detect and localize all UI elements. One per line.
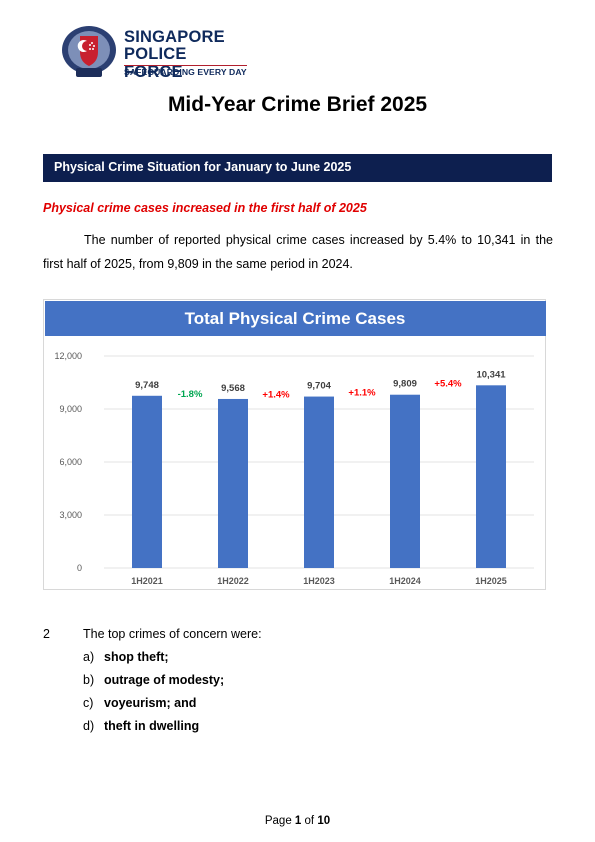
chart-bar xyxy=(218,398,248,568)
police-crest-icon xyxy=(62,26,116,77)
chart-bar xyxy=(476,385,506,568)
list-item-text: shop theft; xyxy=(104,650,169,664)
chart-data-label: 9,748 xyxy=(135,380,159,391)
list-number: 2 xyxy=(43,627,50,641)
list-item-letter: d) xyxy=(83,719,95,733)
chart-xtick-label: 1H2022 xyxy=(217,576,249,586)
footer-current-page: 1 xyxy=(294,815,302,827)
list-item-letter: b) xyxy=(83,673,95,687)
spf-logo: SINGAPORE POLICE FORCE SAFEGUARDING EVER… xyxy=(60,24,250,82)
chart-ytick-label: 0 xyxy=(77,563,82,573)
chart-xtick-label: 1H2023 xyxy=(303,576,335,586)
chart-xtick-label: 1H2024 xyxy=(389,576,421,586)
chart-change-label: +1.1% xyxy=(348,388,376,399)
section-banner: Physical Crime Situation for January to … xyxy=(43,154,552,182)
chart-svg: Total Physical Crime Cases 0 3,000 6,000 9,0… xyxy=(45,301,546,586)
section-banner-text: Physical Crime Situation for January to … xyxy=(54,160,352,174)
crime-chart: Total Physical Crime Cases 0 3,000 6,000 9,0… xyxy=(43,299,546,590)
org-name-line1: SINGAPORE xyxy=(124,28,225,46)
chart-bar xyxy=(132,395,162,568)
chart-data-label: 9,704 xyxy=(307,381,331,392)
footer-of-word: of xyxy=(304,815,315,827)
chart-ytick-label: 12,000 xyxy=(54,351,82,361)
org-name-line2: POLICE FORCE xyxy=(124,45,187,81)
body-paragraph: The number of reported physical crime ca… xyxy=(43,233,553,271)
chart-change-label: +1.4% xyxy=(262,390,290,401)
chart-title-band xyxy=(45,301,546,336)
list-item: a) shop theft; xyxy=(83,650,169,664)
chart-xtick-label: 1H2021 xyxy=(131,576,163,586)
chart-ytick-label: 9,000 xyxy=(59,404,82,414)
list-item-text: voyeurism; and xyxy=(104,696,197,710)
chart-change-label: +5.4% xyxy=(434,378,462,389)
footer-total-pages: 10 xyxy=(317,815,331,827)
chart-title: Total Physical Crime Cases xyxy=(185,309,406,328)
list-intro: The top crimes of concern were: xyxy=(83,627,262,641)
chart-change-label: -1.8% xyxy=(178,389,203,400)
chart-xtick-label: 1H2025 xyxy=(475,576,507,586)
chart-ytick-label: 6,000 xyxy=(59,457,82,467)
document-title: Mid-Year Crime Brief 2025 xyxy=(167,93,428,116)
chart-bar xyxy=(390,394,420,568)
subheading: Physical crime cases increased in the fi… xyxy=(43,201,367,215)
org-tagline: SAFEGUARDING EVERY DAY xyxy=(124,65,247,77)
list-item: d) theft in dwelling xyxy=(83,719,199,733)
list-item: c) voyeurism; and xyxy=(83,696,196,710)
page-footer: Page 1 of 10 xyxy=(0,815,595,827)
chart-bar xyxy=(304,396,334,568)
list-item: b) outrage of modesty; xyxy=(83,673,224,687)
chart-data-label: 9,568 xyxy=(221,383,245,394)
chart-ytick-label: 3,000 xyxy=(59,510,82,520)
chart-data-label: 10,341 xyxy=(476,369,506,380)
list-item-text: theft in dwelling xyxy=(104,719,200,733)
footer-page-word: Page xyxy=(264,815,292,827)
list-item-letter: c) xyxy=(83,696,94,710)
list-item-letter: a) xyxy=(83,650,95,664)
chart-data-label: 9,809 xyxy=(393,379,417,390)
list-item-text: outrage of modesty; xyxy=(104,673,225,687)
